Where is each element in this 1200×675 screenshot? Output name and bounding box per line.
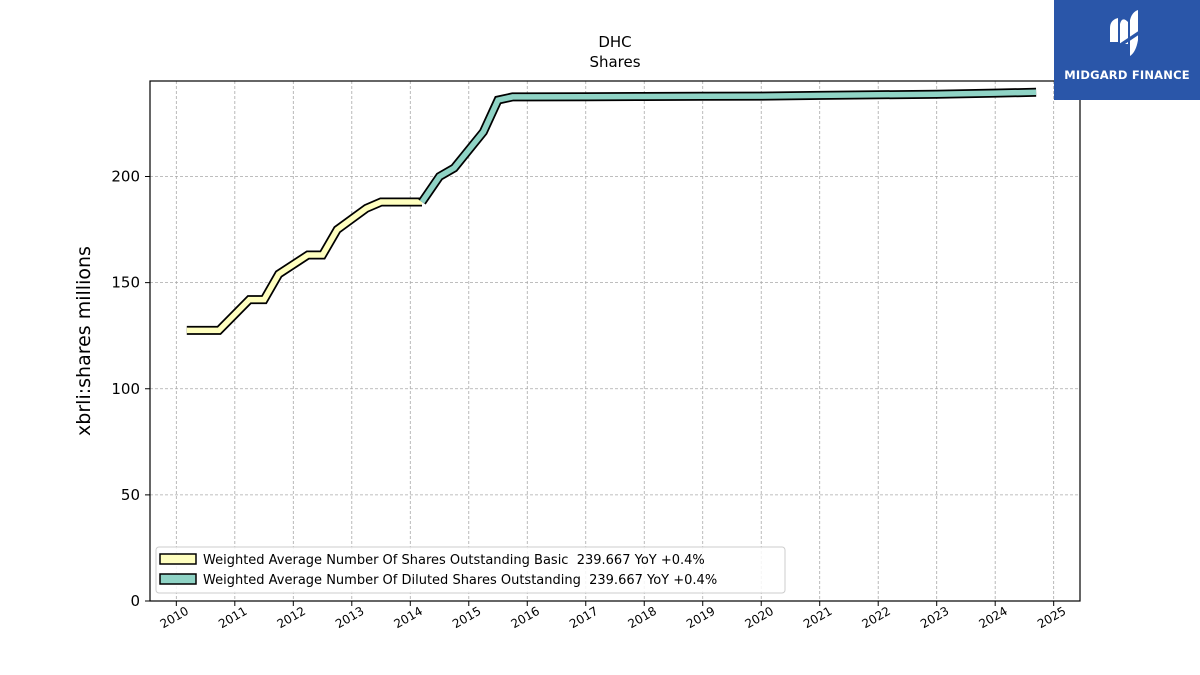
x-tick-label: 2018 [626, 604, 659, 631]
x-tick-label: 2023 [918, 604, 951, 631]
x-tick-label: 2022 [859, 604, 892, 631]
y-tick-label: 50 [121, 486, 140, 504]
x-tick-label: 2015 [450, 604, 483, 631]
y-tick-label: 100 [111, 380, 140, 398]
y-tick-label: 150 [111, 274, 140, 292]
logo-text: MIDGARD FINANCE [1064, 68, 1190, 82]
legend-label-1: Weighted Average Number Of Shares Outsta… [203, 553, 705, 568]
series-layer [186, 87, 1037, 335]
x-tick-label: 2019 [684, 604, 717, 631]
x-tick-label: 2020 [742, 604, 775, 631]
plot-frame [149, 80, 1081, 602]
x-tick-label: 2013 [333, 604, 366, 631]
x-tick-label: 2021 [801, 604, 834, 631]
y-axis-label: xbrli:shares millions [73, 246, 95, 436]
chart-subtitle: Shares [589, 53, 640, 71]
series-1-outline [186, 197, 422, 335]
grid [150, 81, 1080, 601]
legend-swatch-1 [159, 553, 197, 565]
y-tick-label: 0 [130, 592, 140, 610]
legend-swatch-2 [159, 573, 197, 585]
x-tick-label: 2012 [275, 604, 308, 631]
brand-logo: MIDGARD FINANCE [1054, 0, 1200, 100]
x-tick-label: 2017 [567, 604, 600, 631]
x-tick-label: 2014 [392, 604, 425, 631]
legend-label-2: Weighted Average Number Of Diluted Share… [203, 573, 717, 588]
x-tick-label: 2011 [216, 604, 249, 631]
x-tick-label: 2024 [976, 604, 1009, 631]
chart-title: DHC [598, 33, 631, 51]
legend-box [155, 546, 786, 594]
x-tick-label: 2010 [158, 604, 191, 631]
series-2-outline [418, 87, 1037, 205]
legend: Weighted Average Number Of Shares Outsta… [155, 546, 786, 594]
series-1-line [186, 199, 422, 334]
logo-mark-icon [1110, 10, 1140, 56]
series-2-line [419, 89, 1037, 204]
x-tick-label: 2025 [1035, 604, 1068, 631]
x-tick-label: 2016 [509, 604, 542, 631]
y-tick-label: 200 [111, 168, 140, 186]
